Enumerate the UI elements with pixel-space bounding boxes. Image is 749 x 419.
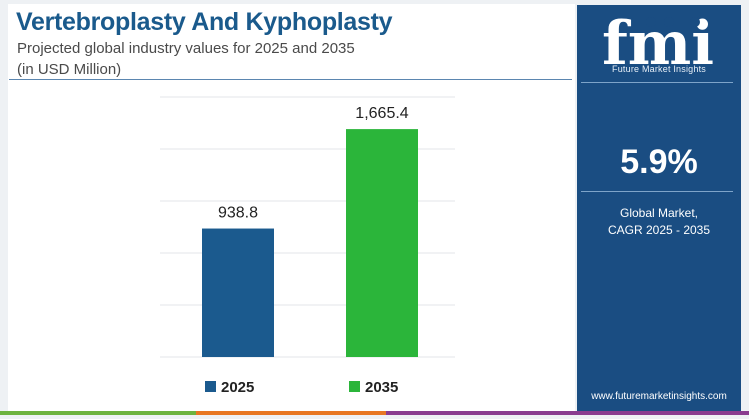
sidebar-divider-top <box>581 82 733 83</box>
sidebar-divider-middle <box>581 191 733 192</box>
chart-subtitle: Projected global industry values for 202… <box>17 38 355 80</box>
cagr-label-line-2: CAGR 2025 - 2035 <box>607 223 711 237</box>
bottom-strip-green <box>0 411 196 415</box>
title-divider <box>9 79 572 80</box>
bar-2025 <box>202 228 274 357</box>
cagr-label: Global Market, CAGR 2025 - 2035 <box>577 205 741 239</box>
data-label-2025: 938.8 <box>218 205 258 222</box>
bottom-strip-purple <box>386 411 749 415</box>
logo-caption: Future Market Insights <box>612 64 706 74</box>
subtitle-line-2: (in USD Million) <box>17 61 122 78</box>
cagr-label-line-1: Global Market, <box>619 206 699 220</box>
bar-2035 <box>346 129 418 357</box>
website-link[interactable]: www.futuremarketinsights.com <box>591 391 727 402</box>
legend-swatch-2025 <box>205 381 216 392</box>
cagr-value: 5.9% <box>620 143 698 181</box>
sidebar-panel: fmi Future Market Insights 5.9% Global M… <box>577 5 741 411</box>
bottom-strip-orange <box>196 411 386 415</box>
bar-chart: 938.8 2025 1,665.4 2035 <box>160 96 455 396</box>
subtitle-line-1: Projected global industry values for 202… <box>17 40 355 57</box>
legend-swatch-2035 <box>349 381 360 392</box>
chart-title: Vertebroplasty And Kyphoplasty <box>16 8 393 36</box>
chart-card <box>8 4 575 411</box>
logo-dot-2 <box>664 17 674 27</box>
data-label-2035: 1,665.4 <box>355 105 408 122</box>
logo-dot-1 <box>646 17 656 27</box>
logo-dot-3 <box>690 17 700 27</box>
legend-label-2035: 2035 <box>365 379 398 396</box>
fmi-logo: fmi <box>602 12 714 72</box>
legend-label-2025: 2025 <box>221 379 254 396</box>
